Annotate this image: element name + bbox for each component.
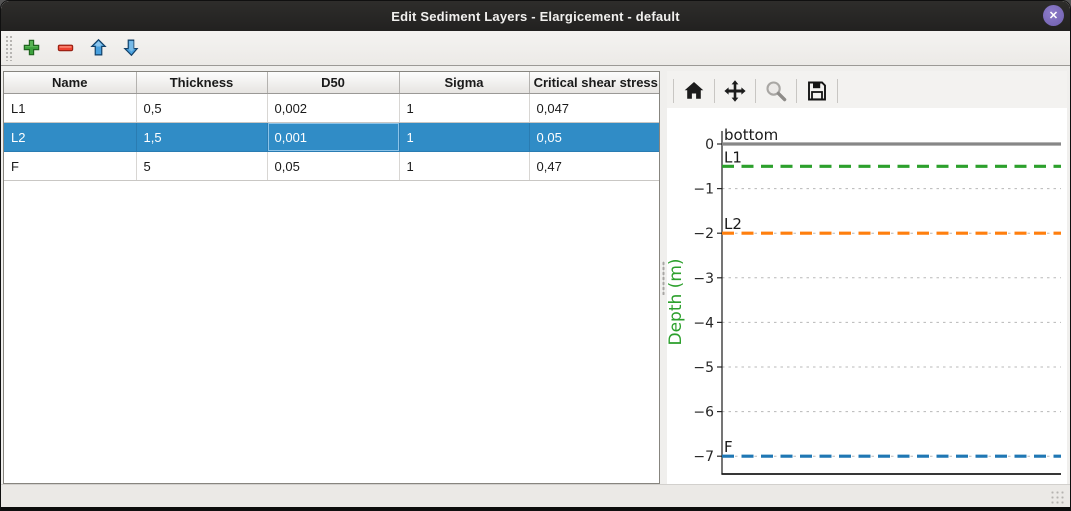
panel-splitter[interactable] <box>660 71 667 484</box>
pan-icon <box>724 79 746 102</box>
home-icon <box>684 81 704 99</box>
y-tick-label: 0 <box>705 137 714 153</box>
table-cell[interactable]: 0,05 <box>529 122 659 152</box>
table-row-l1[interactable]: L1 0,5 0,002 1 0,047 <box>4 93 659 123</box>
y-axis-label: Depth (m) <box>667 258 686 345</box>
column-header-thickness[interactable]: Thickness <box>136 72 268 94</box>
table-header-row: Name Thickness D50 Sigma Critical shear stre… <box>4 72 659 94</box>
close-icon: ✕ <box>1048 10 1059 22</box>
add-layer-button[interactable] <box>18 34 44 60</box>
plot-home-button[interactable] <box>680 77 708 105</box>
toolbar-drag-handle[interactable] <box>5 35 13 61</box>
depth-figure[interactable]: 0 −1 −2 −3 −4 −5 −6 −7 bottom L1 L2 F Depth (m) <box>667 108 1067 487</box>
sediment-layers-table-panel: Name Thickness D50 Sigma Critical shear stre… <box>3 71 660 484</box>
column-header-sigma[interactable]: Sigma <box>399 72 530 94</box>
y-tick-label: −7 <box>693 449 714 465</box>
table-cell[interactable]: 5 <box>136 151 268 181</box>
y-tick-label: −2 <box>693 226 714 242</box>
table-cell[interactable]: F <box>4 151 137 181</box>
plus-icon <box>23 39 39 55</box>
table-row-l2[interactable]: L2 1,5 0,001 1 0,05 <box>4 122 659 152</box>
move-up-button[interactable] <box>85 34 111 60</box>
table-cell[interactable]: 0,5 <box>136 93 268 123</box>
series-label-L2: L2 <box>724 215 742 233</box>
move-down-button[interactable] <box>118 34 144 60</box>
y-tick-label: −3 <box>693 271 714 287</box>
plot-toolbar <box>667 73 1067 108</box>
table-cell[interactable]: 1 <box>399 122 530 152</box>
series-label-F: F <box>724 438 733 456</box>
plot-pan-button[interactable] <box>721 77 749 105</box>
y-tick-label: −1 <box>693 182 714 198</box>
y-tick-label: −4 <box>693 315 714 331</box>
table-cell[interactable]: 1 <box>399 151 530 181</box>
resize-grip[interactable] <box>1050 490 1066 504</box>
table-cell[interactable]: 0,001 <box>267 122 400 152</box>
table-cell[interactable]: 0,002 <box>267 93 400 123</box>
series-label-bottom: bottom <box>724 126 778 144</box>
y-tick-label: −6 <box>693 405 714 421</box>
column-header-critical-shear-stress[interactable]: Critical shear stress <box>529 72 659 94</box>
arrow-down-icon <box>122 39 138 56</box>
table-row-f[interactable]: F 5 0,05 1 0,47 <box>4 151 659 181</box>
save-icon <box>808 81 826 100</box>
depth-chart-panel: 0 −1 −2 −3 −4 −5 −6 −7 bottom L1 L2 F Depth (m) <box>667 71 1067 487</box>
table-cell[interactable]: L1 <box>4 93 137 123</box>
minus-icon <box>57 44 73 51</box>
depth-chart: 0 −1 −2 −3 −4 −5 −6 −7 bottom L1 L2 F Depth (m) <box>667 126 1061 475</box>
splitter-handle-icon <box>662 261 665 295</box>
plot-zoom-button[interactable] <box>762 77 790 105</box>
titlebar[interactable]: Edit Sediment Layers - Elargicement - de… <box>1 1 1070 31</box>
table-cell[interactable]: L2 <box>4 122 137 152</box>
column-header-name[interactable]: Name <box>4 72 137 94</box>
layer-toolbar <box>1 31 1070 66</box>
table-cell[interactable]: 0,05 <box>267 151 400 181</box>
window-title: Edit Sediment Layers - Elargicement - de… <box>391 8 680 24</box>
statusbar <box>1 484 1070 510</box>
table-cell[interactable]: 0,047 <box>529 93 659 123</box>
column-header-d50[interactable]: D50 <box>267 72 400 94</box>
table-cell[interactable]: 1,5 <box>136 122 268 152</box>
arrow-up-icon <box>89 38 107 55</box>
y-tick-label: −5 <box>693 360 714 376</box>
plot-save-button[interactable] <box>803 77 831 105</box>
series-label-L1: L1 <box>724 148 742 166</box>
remove-layer-button[interactable] <box>52 34 78 60</box>
zoom-icon <box>766 80 787 101</box>
table-cell[interactable]: 0,47 <box>529 151 659 181</box>
close-button[interactable]: ✕ <box>1043 5 1064 26</box>
table-cell[interactable]: 1 <box>399 93 530 123</box>
sediment-layers-table: Name Thickness D50 Sigma Critical shear stre… <box>4 72 659 181</box>
